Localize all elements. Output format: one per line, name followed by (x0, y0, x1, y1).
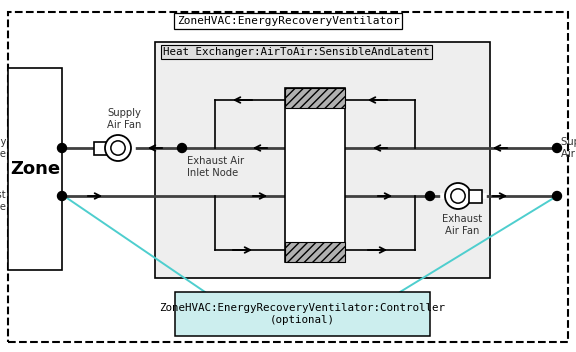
Text: Exhaust Air
Inlet Node: Exhaust Air Inlet Node (187, 156, 244, 178)
Bar (285, 88, 345, 262)
Text: Zone Supply
Air Node: Zone Supply Air Node (0, 137, 6, 159)
Circle shape (105, 135, 131, 161)
Circle shape (58, 191, 66, 201)
Text: Zone Exhaust
Air Node: Zone Exhaust Air Node (0, 190, 6, 212)
Circle shape (426, 191, 434, 201)
Circle shape (177, 144, 187, 152)
Circle shape (111, 141, 125, 155)
Bar (8, 68, 62, 270)
Text: ZoneHVAC:EnergyRecoveryVentilator:Controller
(optional): ZoneHVAC:EnergyRecoveryVentilator:Contro… (160, 303, 445, 325)
Text: Zone: Zone (10, 160, 60, 178)
Text: ZoneHVAC:EnergyRecoveryVentilator: ZoneHVAC:EnergyRecoveryVentilator (177, 16, 399, 26)
Circle shape (552, 144, 562, 152)
Text: Supply
Air Fan: Supply Air Fan (107, 108, 141, 130)
Bar (285, 242, 345, 262)
Text: Heat Exchanger:AirToAir:SensibleAndLatent: Heat Exchanger:AirToAir:SensibleAndLaten… (163, 47, 430, 57)
Text: Supply (Outside)
Air Inlet Node: Supply (Outside) Air Inlet Node (561, 137, 576, 159)
Bar (155, 42, 490, 278)
Bar (94, 142, 107, 155)
Circle shape (445, 183, 471, 209)
Bar (469, 189, 482, 202)
Circle shape (451, 189, 465, 203)
Circle shape (552, 191, 562, 201)
Circle shape (58, 144, 66, 152)
Text: Exhaust
Air Fan: Exhaust Air Fan (442, 214, 482, 235)
Bar (285, 88, 345, 108)
Bar (175, 292, 430, 336)
